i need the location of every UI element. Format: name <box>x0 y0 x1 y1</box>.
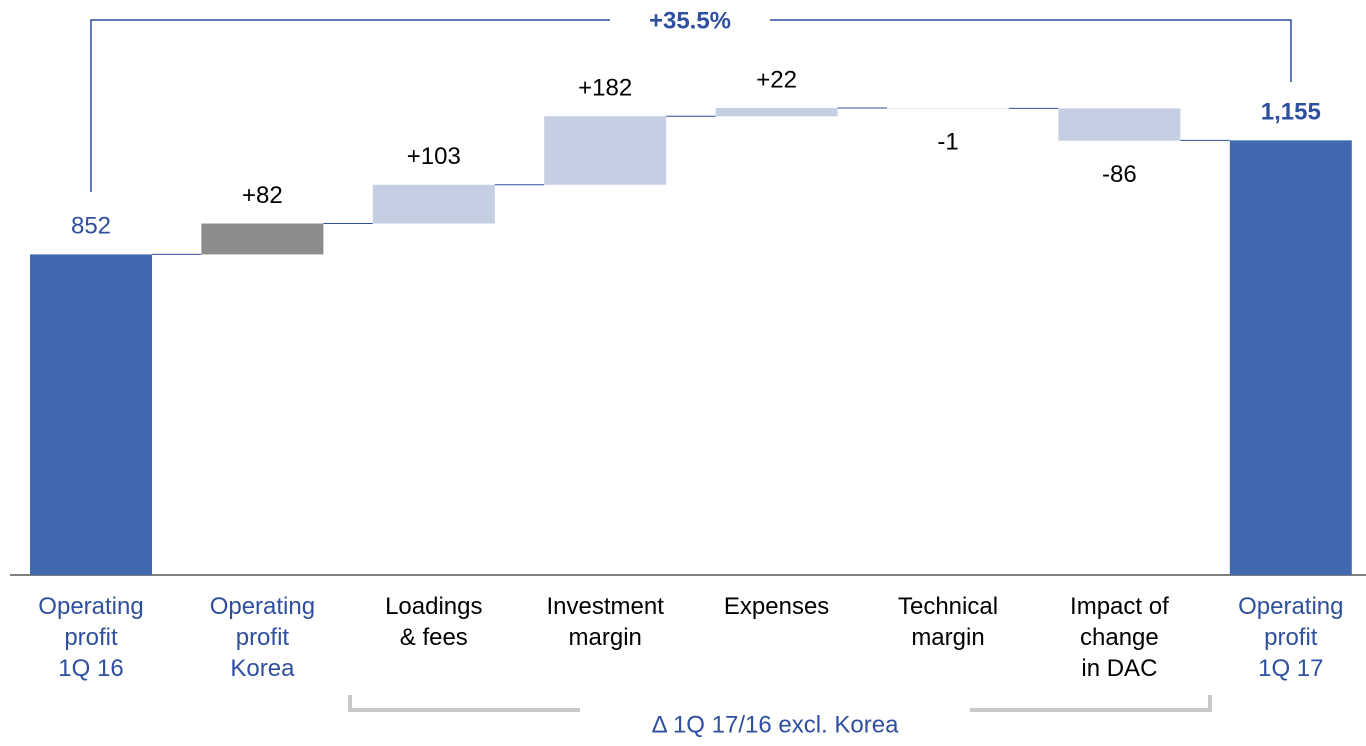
value-label: +22 <box>756 66 797 93</box>
x-tick-label: Operating profit Korea <box>210 593 315 682</box>
value-label: 1,155 <box>1261 99 1321 126</box>
tick-line: 1Q 17 <box>1258 655 1323 682</box>
tick-line: & fees <box>400 624 468 651</box>
value-label: -1 <box>937 129 958 156</box>
bar <box>1229 140 1352 575</box>
tick-line: Technical <box>898 593 998 620</box>
tick-line: Expenses <box>724 593 829 620</box>
x-tick-label: Operating profit 1Q 17 <box>1238 593 1343 682</box>
value-label: +82 <box>242 182 283 209</box>
bar <box>30 254 152 575</box>
tick-line: Operating <box>1238 593 1343 620</box>
total-change: +35.5% <box>649 7 731 34</box>
x-tick-label: Investment margin <box>547 593 665 651</box>
value-label: -86 <box>1102 161 1137 188</box>
tick-line: margin <box>911 624 984 651</box>
x-tick-label: Technical margin <box>898 593 998 651</box>
x-tick-label: Loadings & fees <box>385 593 482 651</box>
x-tick-label: Expenses <box>724 593 829 620</box>
tick-line: 1Q 16 <box>58 655 123 682</box>
tick-line: Investment <box>547 593 665 620</box>
x-tick-label: Operating profit 1Q 16 <box>38 593 143 682</box>
tick-line: margin <box>569 624 642 651</box>
value-label: +103 <box>407 143 461 170</box>
bar <box>201 223 324 255</box>
tick-line: Loadings <box>385 593 482 620</box>
tick-line: profit <box>64 624 118 651</box>
value-label: +182 <box>578 75 632 102</box>
tick-line: profit <box>1264 624 1318 651</box>
tick-line: Impact of <box>1070 593 1169 620</box>
bar <box>544 116 667 185</box>
tick-line: Operating <box>210 593 315 620</box>
top-bracket <box>90 19 1292 192</box>
tick-line: profit <box>236 624 290 651</box>
bar <box>372 184 495 224</box>
value-label: 852 <box>71 213 111 240</box>
bar <box>1058 108 1181 141</box>
bottom-bracket <box>348 695 1212 712</box>
bracket-label: Δ 1Q 17/16 excl. Korea <box>652 711 899 738</box>
tick-line: Korea <box>230 655 295 682</box>
tick-line: in DAC <box>1081 655 1157 682</box>
bar <box>887 108 1009 109</box>
tick-line: Operating <box>38 593 143 620</box>
x-tick-label: Impact of change in DAC <box>1070 593 1169 682</box>
tick-line: change <box>1080 624 1159 651</box>
bar <box>715 108 838 117</box>
